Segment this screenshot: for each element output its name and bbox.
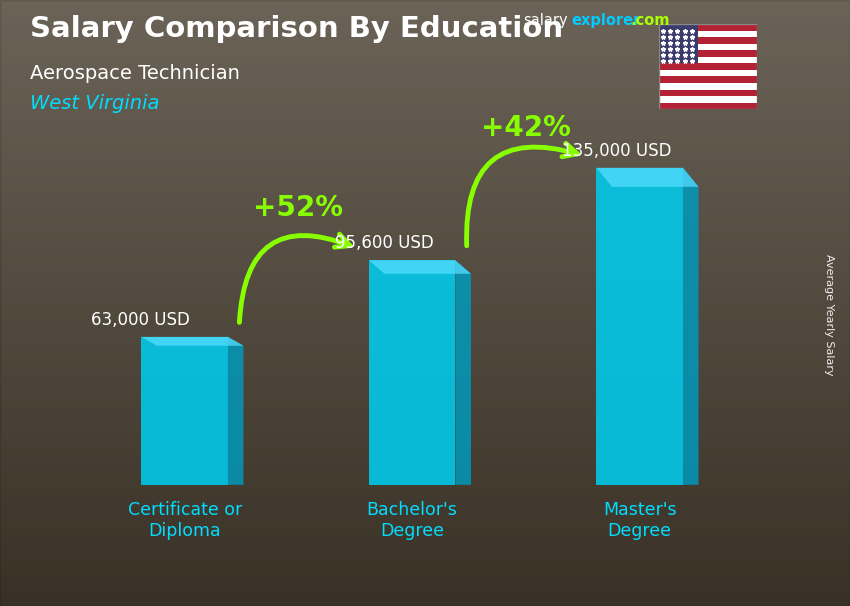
Bar [659, 64, 756, 70]
Text: .com: .com [631, 13, 670, 28]
Bar [597, 168, 683, 485]
Text: 135,000 USD: 135,000 USD [563, 142, 672, 159]
Bar [659, 96, 756, 102]
Bar [659, 70, 756, 76]
Text: Average Yearly Salary: Average Yearly Salary [824, 255, 834, 376]
Text: West Virginia: West Virginia [30, 94, 159, 113]
Text: 63,000 USD: 63,000 USD [91, 311, 190, 328]
Text: +52%: +52% [253, 194, 343, 222]
Bar [659, 83, 756, 90]
Bar [659, 76, 756, 83]
Bar [659, 50, 756, 57]
Bar [659, 57, 756, 64]
Text: +42%: +42% [481, 114, 571, 142]
Bar [659, 24, 698, 64]
Polygon shape [683, 168, 699, 485]
Text: salary: salary [523, 13, 568, 28]
Bar [369, 261, 456, 485]
Text: 95,600 USD: 95,600 USD [335, 234, 434, 252]
Text: Aerospace Technician: Aerospace Technician [30, 64, 240, 82]
Text: Salary Comparison By Education: Salary Comparison By Education [30, 15, 563, 43]
Bar [659, 24, 756, 31]
Polygon shape [141, 337, 243, 346]
Text: explorer: explorer [571, 13, 641, 28]
Polygon shape [597, 168, 699, 187]
Bar [141, 337, 228, 485]
Bar [659, 102, 756, 109]
Bar [659, 44, 756, 50]
Bar [659, 38, 756, 44]
Polygon shape [369, 261, 471, 274]
Polygon shape [228, 337, 243, 485]
Bar [659, 90, 756, 96]
Bar [659, 31, 756, 38]
Polygon shape [456, 261, 471, 485]
